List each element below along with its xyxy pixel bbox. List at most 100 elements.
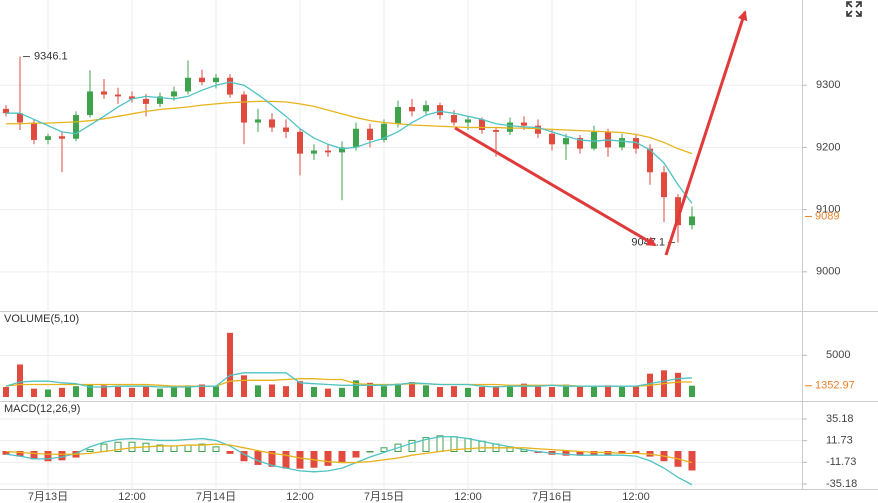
candle-body [409,106,415,112]
macd-bar [254,451,262,465]
volume-bar [255,385,261,397]
candle-body [661,172,667,198]
volume-bar [199,384,205,397]
panel-title: MACD(12,26,9) [4,403,80,415]
fullscreen-button[interactable] [846,1,862,17]
candle-body [395,106,401,124]
volume-bar [451,386,457,397]
ma-line [5,443,693,464]
macd-bar [282,451,290,469]
volume-bar [17,364,23,397]
candle-body [535,125,541,134]
volume-bar [311,387,317,397]
x-tick-label: 7月14日 [196,491,236,503]
volume-bar [521,383,527,397]
volume-bar [465,387,471,397]
candle-body [31,122,37,140]
candle-body [675,197,681,226]
y-tick-label: 9200 [816,141,840,153]
volume-bar [409,382,415,397]
macd-bar [128,441,136,453]
candle-body [45,136,51,140]
volume-bar [507,385,513,397]
candle-body [157,96,163,104]
candle-body [619,138,625,148]
volume-bar [339,387,345,397]
volume-bar [213,386,219,397]
y-tick-label: 5000 [826,349,850,361]
candle-body [563,138,569,145]
volume-bar [59,387,65,397]
x-tick-label: 7月15日 [364,491,404,503]
volume-bar [157,388,163,397]
macd-bar [380,447,388,453]
volume-bar [3,387,9,397]
candle-body [59,136,65,139]
last-value-label: 1352.97 [815,380,855,392]
volume-bar [395,383,401,397]
y-tick-label: 35.18 [826,413,854,425]
ma-line [6,81,693,204]
macd-bar [268,451,276,467]
candle-body [269,119,275,128]
candle-body [633,138,639,149]
volume-bar [619,387,625,397]
candle-body [87,91,93,116]
volume-bar [143,386,149,397]
candle-body [3,108,9,114]
x-tick-label: 12:00 [286,491,314,503]
candle-body [129,96,135,99]
candle-body [255,119,261,123]
candle-body [521,122,527,126]
macd-bar [86,449,94,453]
x-tick-label: 12:00 [118,491,146,503]
candle-body [241,94,247,123]
macd-bar [562,451,570,456]
volume-bar [45,389,51,397]
candle-body [479,119,485,130]
candle-body [381,123,387,140]
volume-bar [353,380,359,397]
x-tick-label: 7月16日 [532,491,572,503]
macd-bar [198,443,206,453]
candle-body [577,138,583,149]
candle-body [297,131,303,154]
macd-bar [436,435,444,453]
macd-bar [114,441,122,453]
y-tick-label: 9300 [816,79,840,91]
candle-body [437,105,443,116]
macd-bar [184,444,192,453]
candle-body [17,113,23,123]
volume-bar [241,375,247,397]
macd-bar [226,451,234,454]
volume-bar [73,386,79,397]
candle-body [353,128,359,148]
macd-bar [212,446,220,453]
candle-body [647,148,653,173]
x-tick-label: 12:00 [454,491,482,503]
ma-line [5,372,693,388]
candle-body [227,77,233,95]
candle-body [283,127,289,132]
candle-body [185,77,191,92]
volume-bar [437,387,443,397]
plot: 7月13日 12:00 7月14日 12:00 7月15日 12:00 7月16日 12:00… [0,0,857,503]
macd-bar [296,451,304,469]
annotation-arrow [664,10,748,256]
candle-body [465,119,471,123]
candle-body [171,91,177,97]
candle-body [493,129,499,132]
candle-body [689,216,695,226]
volume-bar [367,382,373,397]
volume-bar [101,385,107,397]
candle-body [367,128,373,140]
candle-body [101,91,107,95]
volume-bar [689,385,695,397]
volume-bar [675,372,681,397]
macd-bar [156,444,164,453]
y-tick-label: 9100 [816,204,840,216]
annotation: 9346.1 [34,50,68,62]
candle-body [199,77,205,83]
candle-body [73,115,79,139]
